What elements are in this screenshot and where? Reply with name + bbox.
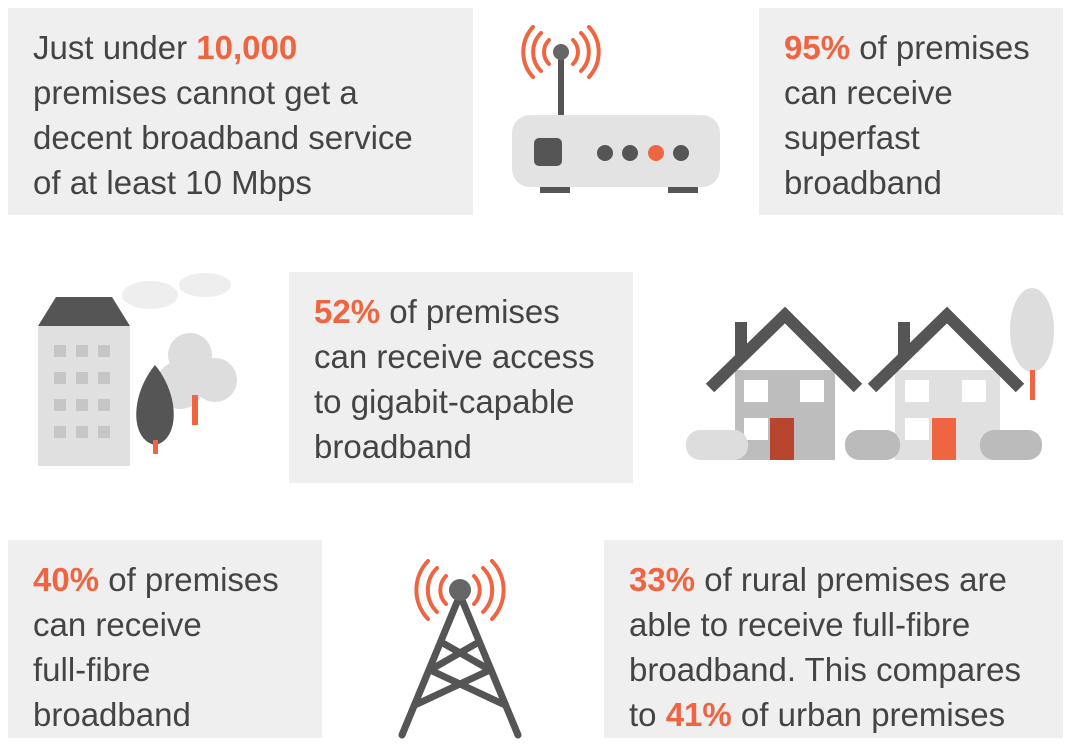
stat-box: 52% of premises can receive access to giga… bbox=[289, 272, 633, 483]
text: can receive bbox=[784, 74, 953, 111]
stat-box: 95% of premises can receive superfast broad… bbox=[759, 8, 1063, 215]
text-line: broadband bbox=[33, 692, 322, 737]
highlight-text: 95% bbox=[784, 29, 851, 66]
text: broadband bbox=[784, 164, 942, 201]
text: of premises bbox=[380, 293, 560, 330]
text-line: 52% of premises bbox=[314, 289, 633, 334]
text-line: 33% of rural premises are bbox=[629, 557, 1063, 602]
highlight-text: 40% bbox=[33, 561, 100, 598]
stat-box: Just under 10,000 premises cannot get a de… bbox=[8, 8, 473, 215]
text: can receive bbox=[33, 606, 202, 643]
text: Just under bbox=[33, 29, 197, 66]
text: can receive access bbox=[314, 338, 595, 375]
text: broadband bbox=[314, 428, 472, 465]
text: decent broadband service bbox=[33, 119, 413, 156]
text-line: to gigabit-capable bbox=[314, 379, 633, 424]
building-icon bbox=[38, 273, 237, 466]
text-line: can receive access bbox=[314, 334, 633, 379]
text: of premises bbox=[850, 29, 1030, 66]
tower-icon bbox=[398, 559, 522, 739]
houses-icon bbox=[686, 288, 1054, 460]
stat-box: 40% of premises can receive full-fibre broa… bbox=[8, 540, 322, 738]
highlight-text: 41% bbox=[665, 696, 732, 733]
text-line: broadband bbox=[784, 160, 1063, 205]
text: of urban premises bbox=[731, 696, 1006, 733]
text-line: full-fibre bbox=[33, 647, 322, 692]
text-line: broadband bbox=[314, 424, 633, 469]
text-line: Just under 10,000 bbox=[33, 25, 473, 70]
text-line: 40% of premises bbox=[33, 557, 322, 602]
text: to bbox=[629, 696, 666, 733]
text-line: of at least 10 Mbps bbox=[33, 160, 473, 205]
highlight-text: 52% bbox=[314, 293, 381, 330]
text: of rural premises are bbox=[695, 561, 1007, 598]
router-icon bbox=[512, 25, 720, 193]
text: superfast bbox=[784, 119, 920, 156]
highlight-text: 10,000 bbox=[196, 29, 298, 66]
text-line: able to receive full-fibre bbox=[629, 602, 1063, 647]
text-line: broadband. This compares bbox=[629, 647, 1063, 692]
text: able to receive full-fibre bbox=[629, 606, 971, 643]
highlight-text: 33% bbox=[629, 561, 696, 598]
text: full-fibre bbox=[33, 651, 151, 688]
text-line: premises cannot get a bbox=[33, 70, 473, 115]
text-line: to 41% of urban premises bbox=[629, 692, 1063, 737]
text-line: can receive bbox=[784, 70, 1063, 115]
text: broadband. This compares bbox=[629, 651, 1021, 688]
text-line: can receive bbox=[33, 602, 322, 647]
text-line: decent broadband service bbox=[33, 115, 473, 160]
text-line: 95% of premises bbox=[784, 25, 1063, 70]
text: of premises bbox=[99, 561, 279, 598]
text-line: superfast bbox=[784, 115, 1063, 160]
stat-box: 33% of rural premises are able to receive… bbox=[604, 540, 1063, 738]
text: premises cannot get a bbox=[33, 74, 358, 111]
text: broadband bbox=[33, 696, 191, 733]
text: to gigabit-capable bbox=[314, 383, 575, 420]
text: of at least 10 Mbps bbox=[33, 164, 312, 201]
